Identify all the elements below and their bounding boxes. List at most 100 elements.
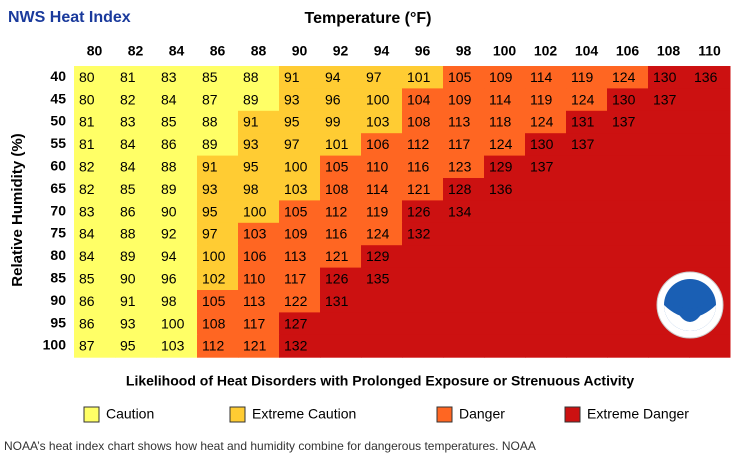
cell (156, 178, 198, 201)
cell-value: 97 (284, 136, 300, 152)
cell-value: 82 (120, 91, 136, 107)
cell (238, 222, 280, 246)
cell (484, 312, 526, 336)
cell-value: 114 (530, 69, 553, 85)
cell (648, 66, 690, 89)
cell (238, 200, 280, 224)
cell-value: 86 (79, 293, 95, 309)
cell-value: 82 (79, 181, 95, 197)
cell (74, 66, 116, 89)
cell-value: 130 (653, 69, 677, 85)
cell (689, 110, 731, 134)
cell-value: 89 (202, 136, 218, 152)
cell-value: 91 (243, 114, 259, 130)
cell-value: 112 (202, 338, 225, 354)
cell (443, 334, 485, 358)
cell (238, 110, 280, 134)
column-header: 108 (657, 43, 681, 59)
cell (607, 178, 649, 201)
legend-swatch (436, 406, 453, 423)
cell-value: 123 (448, 159, 472, 175)
column-header: 90 (292, 43, 308, 59)
cell (115, 222, 157, 246)
cell-value: 130 (530, 136, 554, 152)
cell (484, 66, 526, 89)
cell-value: 124 (612, 69, 636, 85)
cell (689, 245, 731, 269)
cell (115, 88, 157, 112)
cell-value: 134 (448, 203, 472, 219)
cell (689, 66, 731, 89)
cell (156, 222, 198, 246)
cell (320, 222, 362, 246)
cell (443, 222, 485, 246)
cell (525, 334, 567, 358)
cell (525, 155, 567, 179)
cell (525, 110, 567, 134)
cell-value: 124 (571, 91, 595, 107)
cell (197, 178, 239, 201)
cell (361, 110, 403, 134)
cell (361, 66, 403, 89)
cell (607, 312, 649, 336)
cell (566, 312, 608, 336)
cell-value: 124 (530, 114, 554, 130)
cell (74, 110, 116, 134)
cell (115, 200, 157, 224)
cell (238, 267, 280, 291)
cell (607, 334, 649, 358)
cell-value: 88 (120, 226, 136, 242)
cell-value: 93 (243, 136, 259, 152)
cell-value: 85 (202, 69, 218, 85)
cell-value: 124 (489, 136, 513, 152)
cell (238, 312, 280, 336)
cell (361, 88, 403, 112)
cell (361, 334, 403, 358)
column-title: Temperature (°F) (304, 10, 431, 27)
cell-value: 121 (325, 248, 349, 264)
cell (320, 290, 362, 313)
cell (484, 222, 526, 246)
cell-value: 101 (325, 136, 349, 152)
cell (320, 155, 362, 179)
cell (74, 312, 116, 336)
cell (402, 155, 444, 179)
cell (197, 222, 239, 246)
cell (156, 290, 198, 313)
cell (361, 267, 403, 291)
cell-value: 124 (366, 226, 390, 242)
cell (74, 267, 116, 291)
cell-value: 98 (161, 293, 177, 309)
cell (607, 267, 649, 291)
cell (566, 66, 608, 89)
cell (402, 200, 444, 224)
cell-value: 86 (161, 136, 177, 152)
cell (361, 312, 403, 336)
cell-value: 116 (407, 159, 430, 175)
column-header: 106 (616, 43, 640, 59)
cell-value: 100 (161, 315, 185, 331)
cell (115, 155, 157, 179)
cell (566, 222, 608, 246)
cell-value: 91 (284, 69, 300, 85)
cell (525, 88, 567, 112)
cell-value: 108 (202, 315, 226, 331)
cell (648, 334, 690, 358)
cell (197, 88, 239, 112)
column-header: 82 (128, 43, 144, 59)
cell-value: 109 (448, 91, 472, 107)
cell-value: 103 (161, 338, 185, 354)
cell (74, 222, 116, 246)
cell (197, 267, 239, 291)
cell (443, 290, 485, 313)
column-header: 88 (251, 43, 267, 59)
column-header: 100 (493, 43, 517, 59)
cell (443, 66, 485, 89)
cell-value: 83 (120, 114, 136, 130)
column-header: 110 (698, 43, 721, 59)
cell-value: 126 (325, 271, 349, 287)
cell (443, 110, 485, 134)
cell (197, 200, 239, 224)
cell (238, 88, 280, 112)
cell (197, 245, 239, 269)
